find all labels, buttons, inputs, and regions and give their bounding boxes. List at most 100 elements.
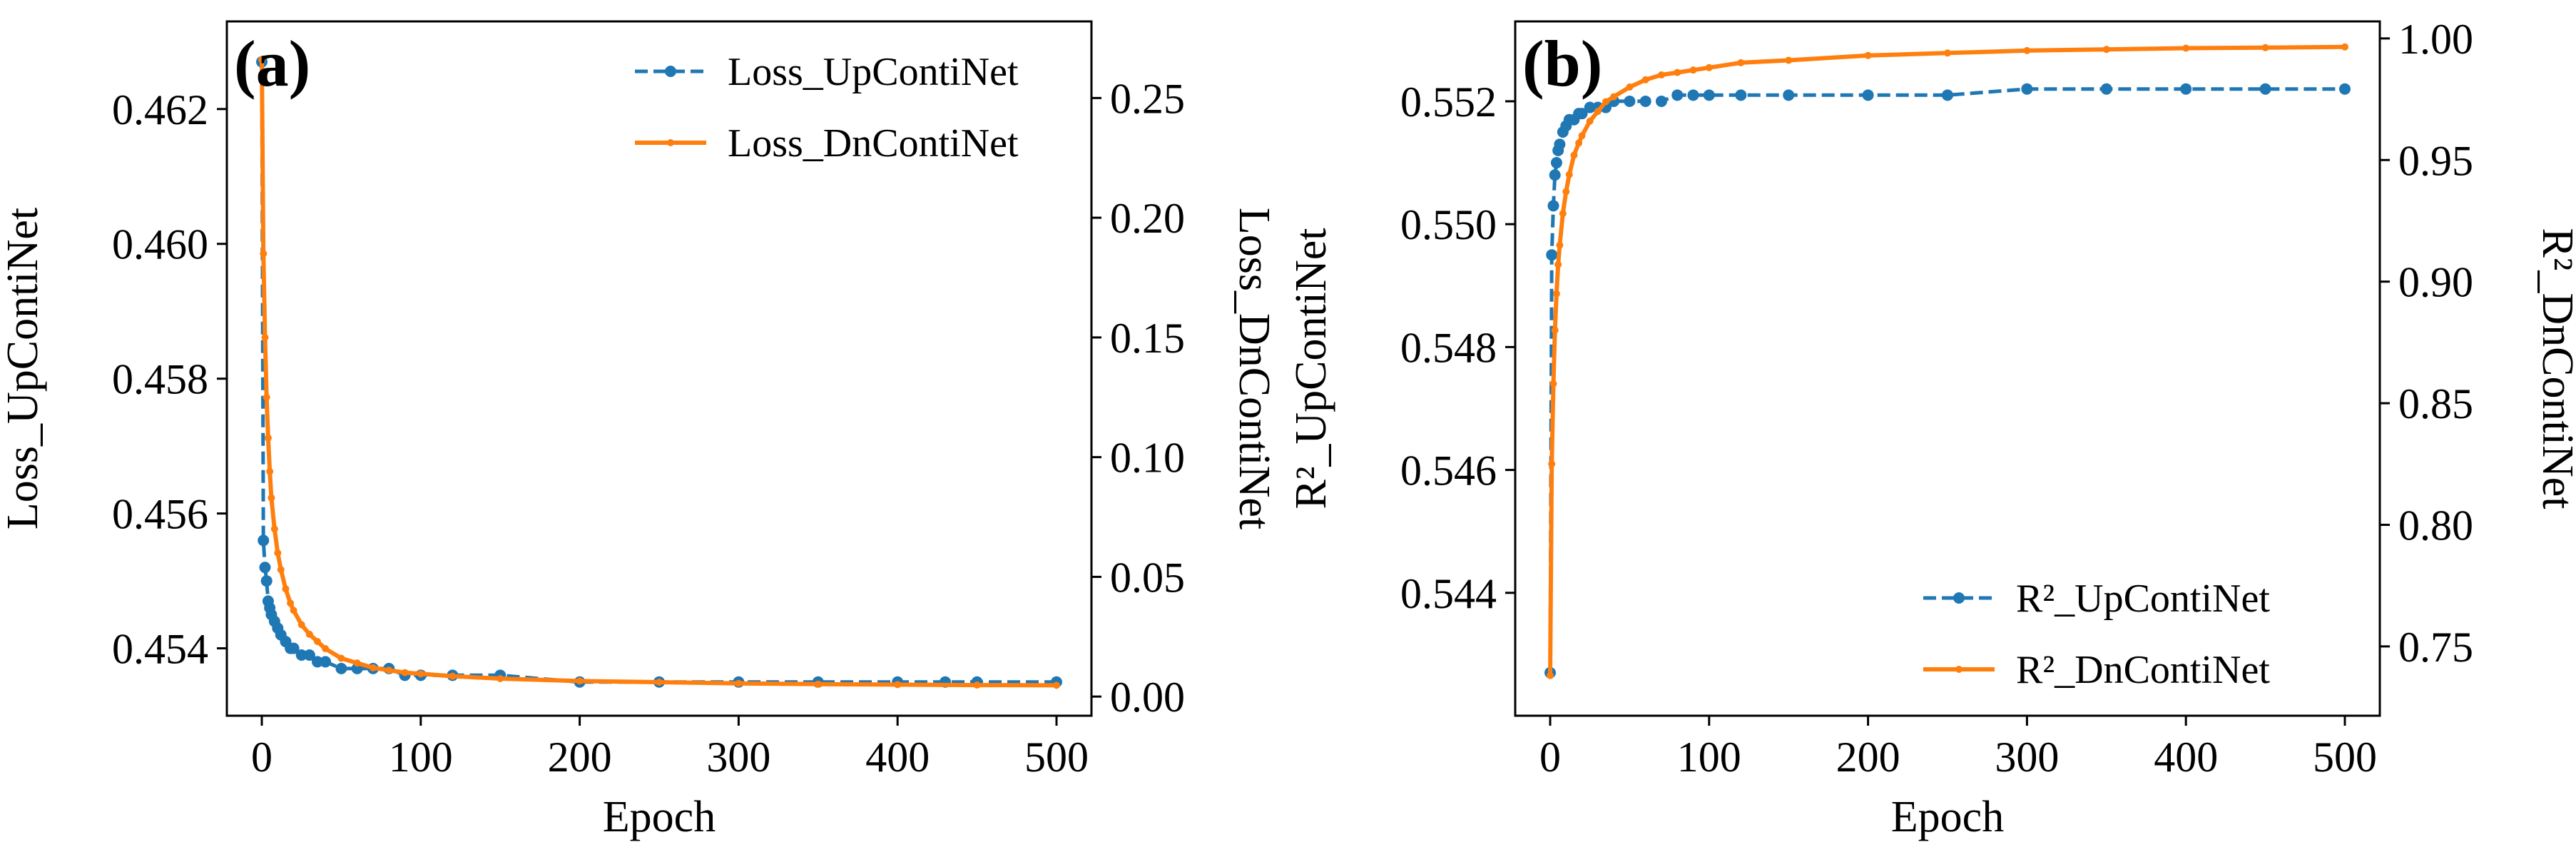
series-0-point bbox=[1687, 89, 1699, 101]
y-left-tick-label: 0.456 bbox=[112, 491, 208, 538]
y-right-tick-label: 0.05 bbox=[1110, 554, 1185, 601]
series-0-point bbox=[2259, 83, 2271, 95]
x-tick-label: 300 bbox=[706, 734, 770, 781]
y-left-tick-label: 0.552 bbox=[1400, 78, 1497, 126]
series-1-point bbox=[1705, 64, 1713, 71]
series-0-point bbox=[311, 656, 323, 668]
series-0-point bbox=[1703, 89, 1715, 101]
y-right-tick-label: 0.00 bbox=[1110, 674, 1185, 721]
series-0-point bbox=[2021, 83, 2033, 95]
x-tick-label: 100 bbox=[389, 734, 453, 781]
y-left-tick-label: 0.454 bbox=[112, 626, 208, 673]
series-1-point bbox=[1674, 69, 1681, 76]
chart-panel-1: 0 100 200 300 400 500 0.544 0.546 0.548 0.550 0.55… bbox=[1287, 16, 2576, 841]
legend-marker-0 bbox=[1953, 592, 1965, 604]
series-1-point bbox=[263, 393, 270, 401]
series-1-point bbox=[1785, 56, 1793, 64]
series-0-point bbox=[258, 534, 270, 547]
series-0-point bbox=[1624, 95, 1636, 107]
series-1-point bbox=[1586, 117, 1594, 125]
y-right-tick-label: 1.00 bbox=[2398, 16, 2473, 63]
series-1-point bbox=[313, 637, 321, 645]
series-1-point bbox=[287, 599, 295, 607]
series-0-point bbox=[1862, 89, 1874, 101]
y-right-tick-label: 0.25 bbox=[1110, 75, 1185, 122]
x-tick-label: 400 bbox=[2154, 734, 2218, 781]
series-1-point bbox=[274, 549, 282, 557]
series-0-point bbox=[1584, 101, 1596, 113]
y-right-tick-label: 0.95 bbox=[2398, 137, 2473, 184]
x-tick-label: 500 bbox=[1024, 734, 1089, 781]
series-1-point bbox=[1864, 51, 1872, 59]
series-1-point bbox=[2102, 46, 2110, 54]
series-1-point bbox=[1547, 671, 1554, 679]
series-1-point bbox=[1551, 326, 1559, 334]
series-1-point bbox=[1689, 66, 1697, 74]
series-1-point bbox=[264, 434, 272, 442]
legend-marker-1 bbox=[667, 139, 674, 146]
series-0-point bbox=[1942, 89, 1953, 101]
series-1-point bbox=[1575, 139, 1583, 147]
y-right-axis-label: Loss_DnContiNet bbox=[1230, 208, 1278, 529]
x-tick-label: 200 bbox=[1836, 734, 1900, 781]
series-1-point bbox=[268, 494, 275, 502]
series-0-point bbox=[2180, 83, 2192, 95]
x-tick-label: 100 bbox=[1677, 734, 1741, 781]
series-1-point bbox=[894, 681, 902, 689]
y-left-tick-label: 0.548 bbox=[1400, 324, 1497, 371]
series-line-1 bbox=[260, 59, 1057, 688]
legend-label-1: R²_DnContiNet bbox=[2016, 648, 2270, 692]
series-1-point bbox=[282, 585, 290, 593]
series-1-point bbox=[1626, 83, 1634, 91]
series-0-point bbox=[1550, 157, 1562, 169]
series-1-point bbox=[2023, 46, 2031, 54]
series-1-point bbox=[1052, 681, 1060, 689]
series-1-point bbox=[1594, 108, 1602, 116]
y-right-tick-label: 0.75 bbox=[2398, 624, 2473, 671]
y-right-axis-label: R²_DnContiNet bbox=[2533, 228, 2576, 509]
series-0-point bbox=[260, 575, 273, 587]
y-left-axis-label: R²_UpContiNet bbox=[1287, 228, 1335, 509]
series-1-point bbox=[576, 677, 584, 685]
series-1-point bbox=[401, 669, 409, 676]
y-left-tick-label: 0.462 bbox=[112, 86, 208, 133]
series-0-point bbox=[259, 562, 271, 574]
series-1-point bbox=[1549, 380, 1557, 387]
series-1-point bbox=[270, 525, 278, 533]
series-1-point bbox=[1610, 93, 1618, 101]
x-axis-label: Epoch bbox=[603, 793, 716, 841]
x-tick-label: 0 bbox=[251, 734, 273, 781]
series-1-point bbox=[353, 659, 361, 667]
y-left-tick-label: 0.546 bbox=[1400, 447, 1497, 495]
x-tick-label: 500 bbox=[2313, 734, 2377, 781]
plot-frame bbox=[225, 20, 1093, 717]
series-1-point bbox=[417, 670, 424, 678]
series-1-point bbox=[449, 672, 457, 680]
legend-label-0: Loss_UpContiNet bbox=[728, 50, 1019, 94]
plot-frame bbox=[1514, 20, 2381, 717]
series-1-point bbox=[2341, 43, 2348, 51]
series-1-point bbox=[1578, 132, 1586, 140]
series-1-point bbox=[1559, 210, 1567, 218]
series-0-point bbox=[320, 656, 332, 668]
x-tick-label: 300 bbox=[1995, 734, 2059, 781]
legend-label-1: Loss_DnContiNet bbox=[728, 121, 1019, 166]
series-1-point bbox=[290, 607, 297, 614]
x-tick-label: 0 bbox=[1539, 734, 1561, 781]
legend-label-0: R²_UpContiNet bbox=[2016, 577, 2270, 621]
series-1-point bbox=[1570, 151, 1578, 159]
series-1-point bbox=[337, 654, 345, 662]
y-right-tick-label: 0.85 bbox=[2398, 380, 2473, 427]
series-0-point bbox=[295, 649, 307, 661]
series-1-point bbox=[497, 674, 504, 682]
series-0-point bbox=[1547, 200, 1559, 212]
y-right-tick-label: 0.80 bbox=[2398, 502, 2473, 549]
panel-label: (b) bbox=[1522, 27, 1602, 100]
y-left-axis-label: Loss_UpContiNet bbox=[0, 208, 47, 529]
series-1-point bbox=[1602, 98, 1609, 106]
x-tick-label: 200 bbox=[548, 734, 612, 781]
panel-label: (a) bbox=[234, 27, 310, 100]
series-0-point bbox=[1546, 249, 1558, 261]
series-0-point bbox=[1576, 108, 1588, 120]
